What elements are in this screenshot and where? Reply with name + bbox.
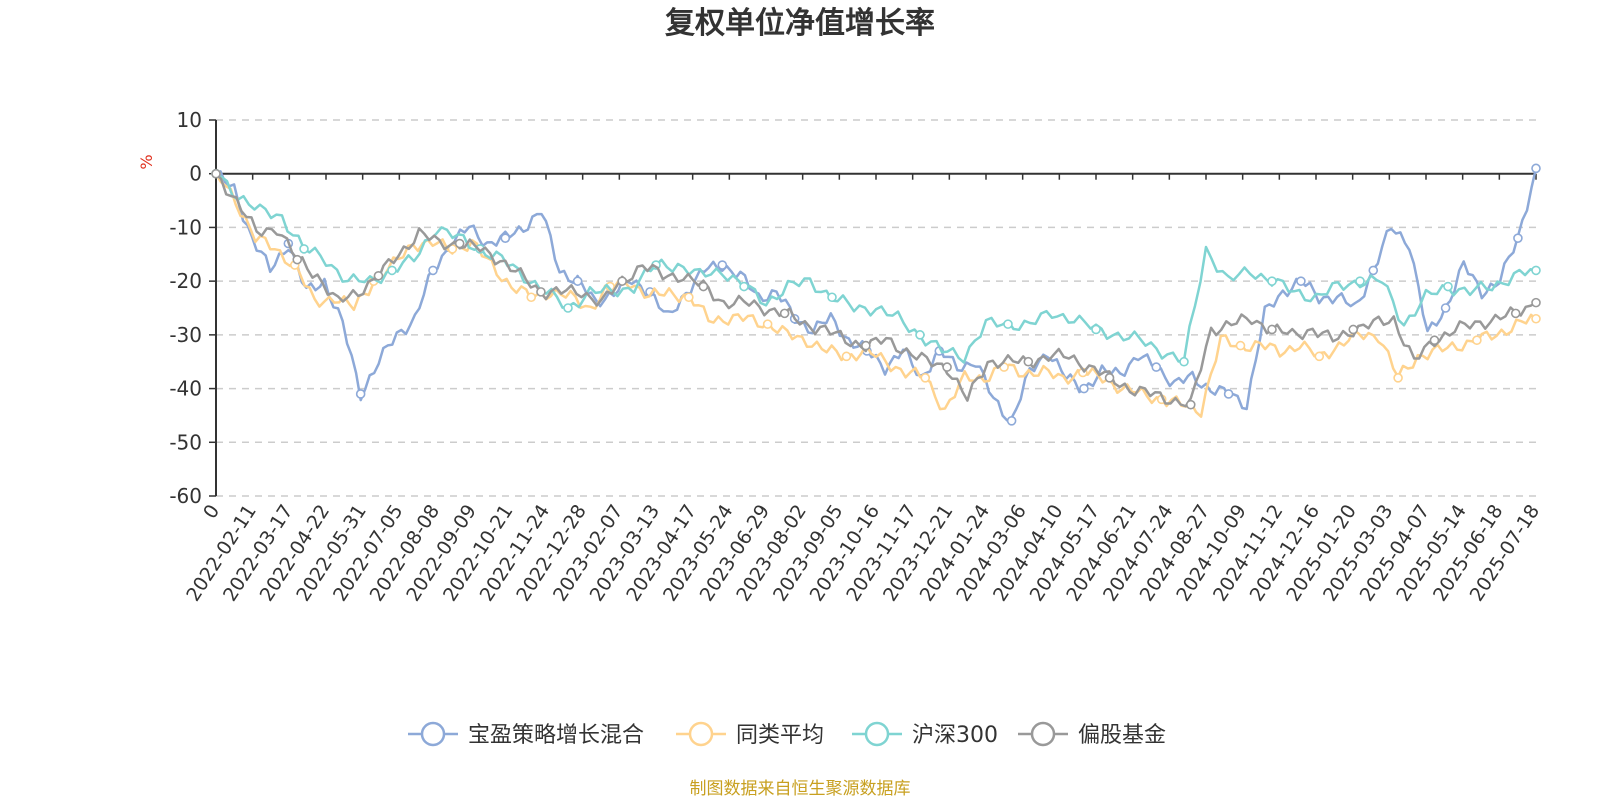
data-point [1368,265,1379,276]
data-point [1003,319,1013,329]
series-line [215,168,1538,422]
data-point [684,292,694,303]
data-point [915,330,925,340]
data-point [355,389,366,399]
data-point [1023,356,1034,367]
data-point [299,244,309,254]
data-point [536,287,546,297]
legend[interactable]: 宝盈策略增长混合 同类平均 沪深300 偏股基金 [408,721,1166,748]
data-point [428,265,438,276]
data-point [827,292,837,303]
data-point [1296,276,1306,286]
data-point [1443,281,1453,292]
data-point [1393,373,1403,383]
data-point [717,260,728,270]
data-point [454,238,465,249]
data-point [779,308,790,319]
data-point [526,292,537,303]
data-point [920,373,931,383]
y-tick-label: 10 [177,108,202,132]
data-point [841,351,852,362]
y-tick-label: -50 [169,430,202,454]
data-point [1104,373,1115,383]
y-tick-label: -10 [169,215,202,239]
chart-title: 复权单位净值增长率 [665,6,935,41]
series-lines [211,163,1541,426]
data-point [563,303,573,313]
data-point [1091,324,1101,335]
data-point [1185,399,1196,410]
data-point [942,362,952,372]
legend-marker [688,721,714,747]
data-point [1006,415,1017,426]
data-point [1531,313,1541,324]
series-line [215,172,1537,364]
data-point [1531,163,1541,174]
data-point [1179,356,1189,367]
legend-label: 偏股基金 [1078,723,1166,748]
legend-marker [1030,721,1056,747]
y-tick-label: -40 [169,377,202,401]
data-point [1267,276,1277,286]
data-point [1531,297,1541,308]
data-point [1314,351,1325,362]
data-point [861,340,871,351]
data-point [1429,335,1440,346]
data-point [617,276,627,286]
data-point [1223,389,1234,399]
data-point [1348,324,1359,335]
data-point [1513,233,1523,243]
data-point [500,233,511,243]
data-point [211,168,221,179]
legend-marker [420,721,446,747]
data-point [1079,383,1089,394]
data-point [572,276,583,286]
series-line [215,172,1537,408]
y-tick-label: -60 [169,484,202,508]
legend-item[interactable]: 同类平均 [676,721,824,748]
legend-label: 同类平均 [736,723,824,748]
data-point [698,281,709,292]
y-tick-label: -20 [169,269,202,293]
data-point [373,270,384,281]
data-point [762,319,773,329]
data-point [1151,362,1162,372]
legend-marker [864,721,890,747]
x-tick-label: 0 [199,501,224,523]
data-point [1472,335,1482,346]
data-source-note: 制图数据来自恒生聚源数据库 [690,779,911,799]
data-point [1531,265,1541,276]
data-point [739,281,749,292]
data-point [1440,303,1451,313]
data-point [1235,340,1246,351]
legend-label: 沪深300 [912,723,998,748]
legend-item[interactable]: 偏股基金 [1018,721,1166,748]
data-point [1267,324,1277,335]
legend-item[interactable]: 宝盈策略增长混合 [408,721,644,748]
data-point [292,254,303,265]
data-point [387,265,397,276]
y-tick-label: 0 [189,162,202,186]
axes: 100-10-20-30-40-50-6002022-02-112022-03-… [169,108,1544,605]
y-unit: % [137,154,156,169]
data-point [1355,276,1365,286]
legend-item[interactable]: 沪深300 [852,721,998,748]
legend-label: 宝盈策略增长混合 [468,723,644,748]
data-point [1510,308,1521,319]
y-tick-label: -30 [169,323,202,347]
